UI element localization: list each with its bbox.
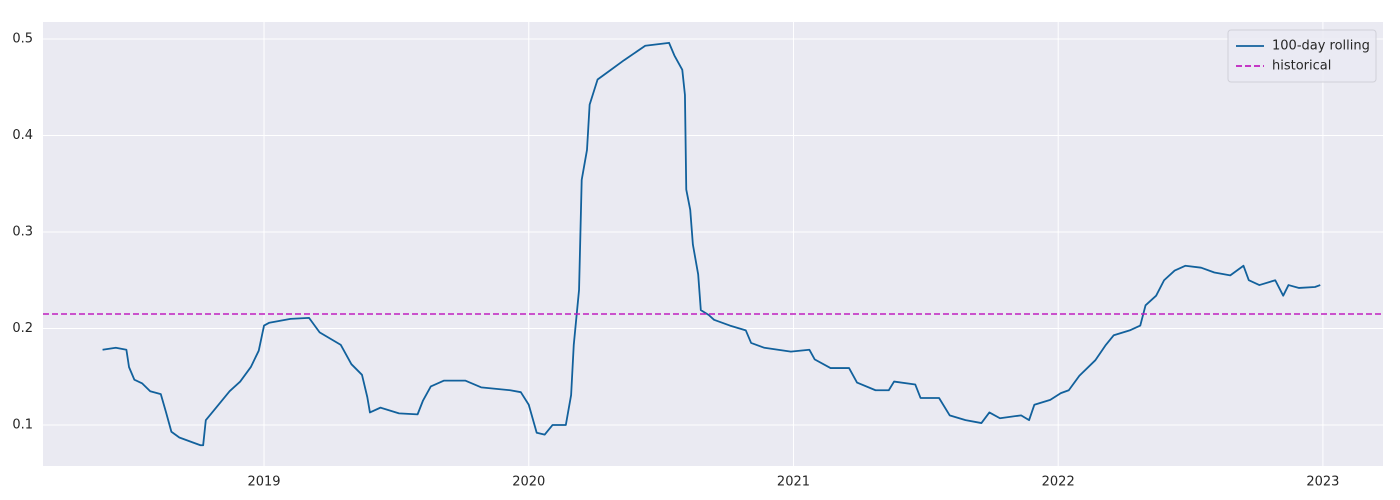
legend-label: historical xyxy=(1272,59,1331,74)
y-tick-label: 0.3 xyxy=(12,224,33,239)
y-tick-label: 0.5 xyxy=(12,31,33,46)
x-tick-label: 2019 xyxy=(247,475,280,490)
x-tick-label: 2021 xyxy=(777,475,810,490)
y-tick-label: 0.2 xyxy=(12,321,33,336)
y-tick-label: 0.4 xyxy=(12,128,33,143)
y-tick-label: 0.1 xyxy=(12,417,33,432)
x-tick-label: 2020 xyxy=(512,475,545,490)
plot-area xyxy=(43,22,1383,466)
x-tick-label: 2023 xyxy=(1306,475,1339,490)
legend-box xyxy=(1227,29,1377,83)
legend: 100-day rolling historical xyxy=(1227,29,1377,83)
x-tick-label: 2022 xyxy=(1042,475,1075,490)
legend-label: 100-day rolling xyxy=(1272,39,1370,54)
data-line xyxy=(102,41,1321,447)
